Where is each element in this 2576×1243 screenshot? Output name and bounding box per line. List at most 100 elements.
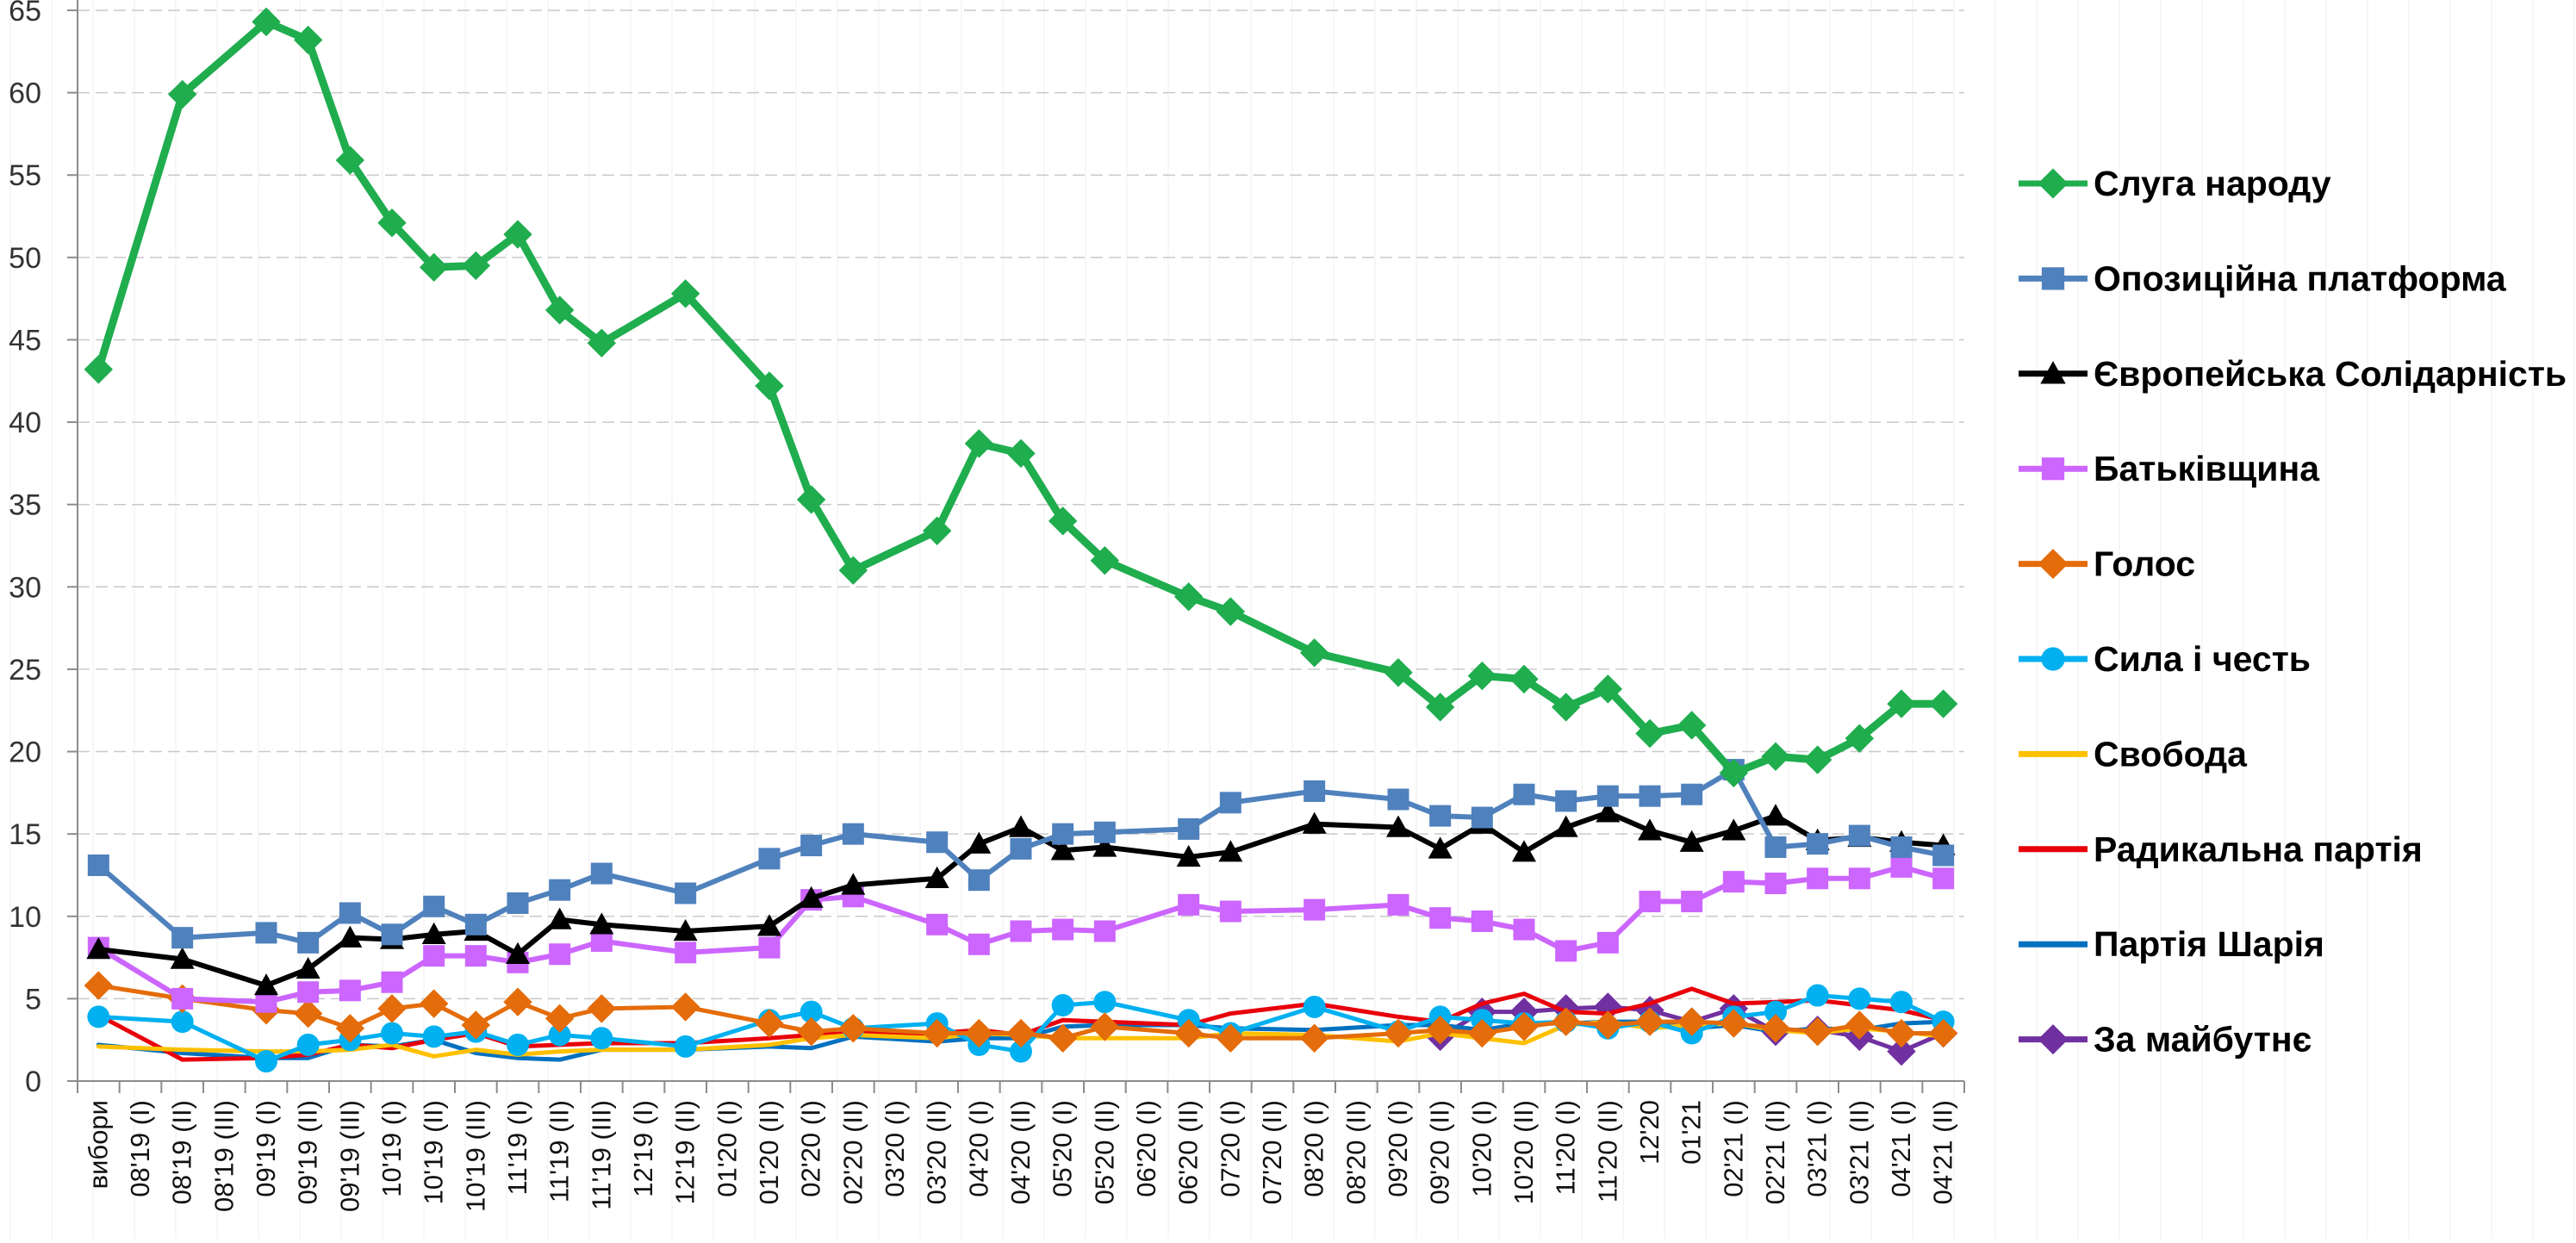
data-point [506,942,530,964]
data-point [1596,785,1619,807]
data-point [1681,891,1703,913]
data-point [926,913,949,935]
data-point [1052,823,1074,845]
series-line [94,17,1948,777]
data-point [87,854,109,876]
x-tick-label: 03'20 (II) [922,1100,952,1204]
x-tick-label: 05'20 (I) [1048,1100,1078,1197]
data-point [922,1018,952,1048]
series-0 [84,7,1958,788]
data-point [1807,867,1829,890]
data-point [1509,664,1539,694]
data-point [1093,821,1116,843]
legend-label: За майбутнє [2094,1020,2312,1060]
x-tick-label: 07'20 (I) [1215,1100,1245,1197]
data-point [297,981,320,1004]
data-point [335,146,365,175]
y-tick-label: 50 [9,242,41,275]
data-point [296,1033,320,1056]
data-point [924,866,949,888]
data-point [170,947,195,969]
data-point [1178,817,1200,840]
x-tick-label: 09'19 (III) [334,1100,364,1212]
data-point [1050,838,1075,861]
legend-label: Голос [2094,544,2195,584]
legend-item: Європейська Солідарність [2019,354,2567,394]
data-point [1387,893,1409,916]
legend-label: Свобода [2094,734,2248,774]
series-4 [84,971,1958,1053]
data-point [1512,840,1536,862]
data-point [339,902,361,924]
data-point [1093,991,1117,1014]
data-point [796,1016,826,1047]
x-tick-label: 01'21 [1677,1100,1707,1165]
x-tick-label: 04'21 (I) [1886,1100,1916,1197]
data-point [1304,898,1326,921]
data-point [800,1000,823,1023]
legend-marker [2040,361,2066,384]
data-point [1555,940,1577,962]
x-tick-label: 11'19 (I) [502,1100,532,1195]
data-point [1010,920,1032,942]
x-tick-label: 10'19 (I) [376,1100,407,1197]
legend-label: Партія Шарія [2094,924,2324,964]
y-tick-label: 30 [9,571,41,604]
data-point [549,943,571,966]
data-point [1467,1018,1497,1048]
x-tick-label: 02'20 (II) [837,1100,868,1204]
x-tick-label: вибори [83,1100,113,1189]
data-point [503,987,532,1016]
data-point [799,886,824,908]
data-point [675,882,697,904]
data-point [1596,931,1619,954]
legend-item: Батьківщина [2019,449,2320,488]
data-point [1553,815,1578,837]
y-tick-label: 35 [9,489,41,522]
data-point [1845,724,1875,753]
data-point [1384,1018,1413,1048]
data-point [547,907,572,929]
data-point [1093,920,1116,942]
y-tick-label: 55 [9,159,41,192]
data-point [1216,597,1246,626]
y-tick-label: 45 [9,324,41,357]
data-point [254,973,278,996]
data-point [1928,1018,1958,1048]
data-point [1090,546,1120,575]
legend-label: Батьківщина [2094,449,2320,488]
data-point [796,485,826,514]
data-point [464,945,487,967]
data-point [926,831,949,854]
data-point [171,987,194,1010]
legend-marker [2038,549,2069,580]
data-point [1928,689,1958,718]
legend-item: Слуга народу [2019,164,2331,203]
data-point [84,971,114,1000]
x-tick-label: 08'19 (III) [208,1100,239,1212]
data-point [461,1010,491,1040]
data-point [335,1014,365,1043]
data-point [968,933,990,955]
data-point [421,922,446,945]
data-point [1679,830,1704,852]
series-1 [87,759,1955,954]
data-point [1425,693,1455,722]
data-point [800,835,823,857]
data-point [1009,815,1033,837]
data-point [1471,806,1493,829]
data-point [841,873,866,895]
data-point [1890,991,1913,1014]
x-tick-label: 04'20 (I) [963,1100,993,1197]
data-point [757,914,781,936]
legend-label: Слуга народу [2094,164,2331,203]
legend-item: Голос [2019,544,2195,584]
data-point [86,937,111,960]
data-point [842,823,864,845]
x-tick-label: 02'20 (I) [796,1100,826,1197]
data-point [1429,805,1452,827]
data-point [670,992,700,1022]
data-point [1173,582,1204,612]
x-tick-label: 03'20 (I) [880,1100,910,1197]
x-tick-label: 08'19 (II) [167,1100,197,1204]
